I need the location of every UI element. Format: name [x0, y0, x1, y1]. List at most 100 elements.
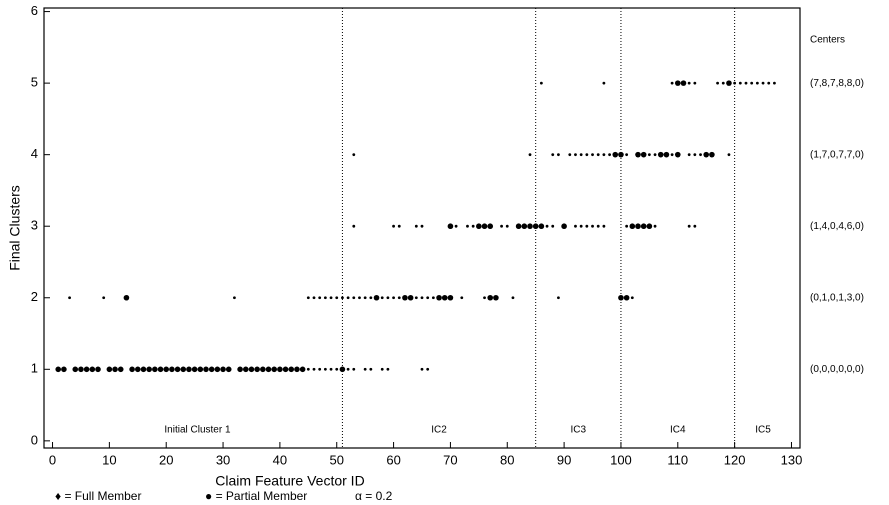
- point: [481, 223, 488, 230]
- point: [282, 366, 289, 373]
- y-tick-label: 1: [31, 361, 38, 376]
- point: [630, 296, 634, 300]
- region-label: IC2: [431, 425, 447, 436]
- point: [420, 296, 424, 300]
- point: [277, 366, 283, 373]
- point: [693, 224, 697, 228]
- point: [323, 296, 327, 300]
- point: [500, 224, 503, 228]
- point: [123, 294, 130, 301]
- x-tick-label: 130: [781, 452, 803, 467]
- point: [208, 366, 215, 373]
- point: [346, 296, 350, 300]
- point: [539, 81, 543, 85]
- point: [426, 296, 430, 300]
- point: [585, 153, 589, 157]
- x-tick-label: 40: [273, 452, 287, 467]
- point: [420, 224, 424, 228]
- point: [483, 296, 486, 300]
- point: [687, 81, 691, 85]
- center-label: (1,7,0,7,7,0): [810, 149, 864, 160]
- center-label: (0,0,0,0,0,0): [810, 364, 864, 375]
- point: [670, 153, 674, 157]
- point: [352, 367, 356, 371]
- point: [363, 296, 367, 300]
- point: [674, 80, 681, 86]
- center-label: (0,1,0,1,3,0): [810, 292, 864, 303]
- point: [78, 366, 84, 373]
- point: [602, 81, 606, 85]
- point: [709, 151, 715, 158]
- point: [242, 366, 249, 373]
- point: [312, 296, 316, 300]
- point: [674, 151, 681, 158]
- point: [561, 223, 567, 230]
- point: [352, 153, 356, 157]
- y-tick-label: 4: [31, 146, 38, 161]
- point: [646, 223, 653, 230]
- point: [323, 367, 327, 371]
- point: [318, 296, 322, 300]
- point: [214, 366, 221, 373]
- point: [339, 366, 346, 373]
- point: [380, 367, 384, 371]
- point: [733, 81, 737, 85]
- point: [532, 223, 539, 230]
- point: [625, 224, 629, 228]
- point: [392, 296, 395, 300]
- point: [527, 223, 533, 230]
- point: [352, 296, 356, 300]
- point: [568, 153, 572, 157]
- legend-entry: ● = Partial Member: [205, 489, 307, 503]
- point: [163, 366, 170, 373]
- point: [635, 151, 641, 158]
- point: [579, 153, 583, 157]
- point: [647, 153, 651, 157]
- point: [386, 367, 390, 371]
- point: [755, 81, 759, 85]
- x-axis-title: Claim Feature Vector ID: [215, 473, 364, 489]
- point: [191, 366, 198, 373]
- point: [68, 296, 71, 300]
- point: [721, 81, 725, 85]
- point: [203, 366, 209, 373]
- point: [515, 223, 522, 230]
- point: [761, 81, 765, 85]
- y-tick-label: 5: [31, 75, 38, 90]
- point: [703, 151, 710, 158]
- point: [487, 294, 494, 301]
- point: [454, 224, 458, 228]
- point: [248, 366, 255, 373]
- point: [447, 294, 454, 301]
- x-tick-label: 120: [724, 452, 746, 467]
- point: [306, 367, 310, 371]
- point: [414, 296, 418, 300]
- point: [493, 294, 499, 301]
- point: [369, 296, 373, 300]
- point: [335, 367, 339, 371]
- x-tick-label: 50: [330, 452, 344, 467]
- point: [521, 223, 528, 230]
- point: [288, 366, 295, 373]
- point: [146, 366, 152, 373]
- x-tick-label: 10: [102, 452, 116, 467]
- y-tick-label: 3: [31, 218, 38, 233]
- point: [471, 224, 475, 228]
- point: [618, 294, 624, 301]
- point: [129, 366, 135, 373]
- point: [687, 153, 691, 157]
- point: [237, 366, 243, 373]
- point: [744, 81, 748, 85]
- point: [329, 367, 333, 371]
- point: [117, 366, 124, 373]
- point: [363, 367, 367, 371]
- point: [441, 294, 448, 301]
- center-label: (1,4,0,4,6,0): [810, 221, 864, 232]
- point: [767, 81, 771, 85]
- point: [61, 366, 67, 373]
- x-tick-label: 70: [443, 452, 457, 467]
- point: [152, 366, 158, 373]
- region-label: Initial Cluster 1: [164, 425, 231, 436]
